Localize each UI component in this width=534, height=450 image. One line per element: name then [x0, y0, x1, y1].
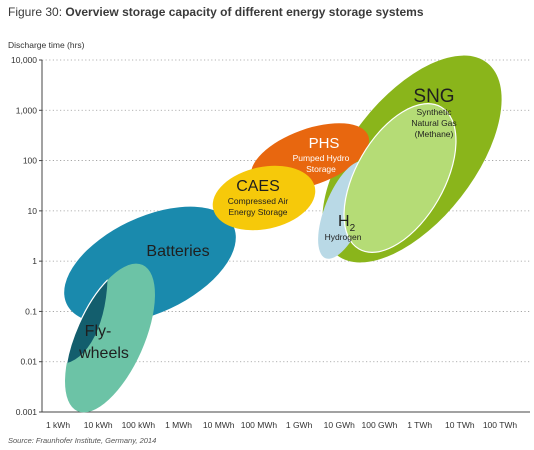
- x-tick-label: 1 TWh: [407, 420, 432, 430]
- figure-title-text: Overview storage capacity of different e…: [65, 5, 424, 19]
- x-tick-label: 10 MWh: [203, 420, 235, 430]
- label-h2-sub: 2: [350, 223, 356, 234]
- label-batteries: Batteries: [146, 243, 209, 260]
- label-caes-sub-2: Energy Storage: [228, 207, 287, 217]
- label-phs-sub-1: Pumped Hydro: [293, 153, 350, 163]
- label-phs-sub-2: Storage: [306, 164, 336, 174]
- x-tick-label: 100 TWh: [483, 420, 518, 430]
- label-caes: CAES: [236, 178, 280, 195]
- label-phs: PHS: [309, 135, 340, 152]
- region-caes: [212, 165, 316, 231]
- y-tick-label: 0.001: [16, 407, 38, 417]
- x-tick-label: 1 MWh: [165, 420, 192, 430]
- label-sng-sub-1: Synthetic: [417, 107, 453, 117]
- x-tick-label: 10 kWh: [84, 420, 113, 430]
- y-tick-label: 1,000: [16, 105, 38, 115]
- figure-label: Figure 30:: [8, 5, 63, 19]
- label-sng-sub-2: Natural Gas: [411, 118, 456, 128]
- label-h2-main: H: [338, 213, 350, 230]
- sng-inner-ellipse: [343, 103, 457, 253]
- y-tick-label: 10,000: [11, 55, 37, 65]
- flywheels-edge: [64, 263, 110, 365]
- label-caes-sub-1: Compressed Air: [228, 196, 289, 206]
- x-tick-label: 1 kWh: [46, 420, 70, 430]
- y-tick-label: 0.01: [20, 357, 37, 367]
- region-sng-inner: [343, 103, 457, 253]
- x-tick-label: 10 GWh: [324, 420, 355, 430]
- label-sng: SNG: [413, 86, 454, 107]
- y-tick-label: 0.1: [25, 306, 37, 316]
- flywheels-ellipse: [65, 263, 155, 413]
- label-hydrogen: Hydrogen: [325, 232, 362, 242]
- y-axis-label: Discharge time (hrs): [8, 40, 85, 50]
- label-flywheels-1: Fly-: [85, 323, 112, 340]
- figure-title: Figure 30: Overview storage capacity of …: [8, 5, 424, 19]
- x-tick-label: 100 MWh: [241, 420, 278, 430]
- x-tick-labels: 1 kWh 10 kWh 100 kWh 1 MWh 10 MWh 100 MWh 1 GW…: [46, 420, 517, 430]
- y-tick-label: 1: [32, 256, 37, 266]
- x-tick-label: 10 TWh: [445, 420, 475, 430]
- y-tick-label: 10: [28, 206, 38, 216]
- y-tick-label: 100: [23, 156, 37, 166]
- label-h2: H2: [338, 213, 356, 234]
- caes-ellipse: [212, 165, 316, 231]
- label-flywheels-2: wheels: [78, 345, 129, 362]
- region-flywheels: [65, 263, 155, 413]
- y-tick-labels: 10,000 1,000 100 10 1 0.1 0.01 0.001: [11, 55, 42, 417]
- x-tick-label: 100 kWh: [122, 420, 156, 430]
- x-tick-label: 100 GWh: [362, 420, 398, 430]
- label-sng-sub-3: (Methane): [415, 129, 454, 139]
- source-note: Source: Fraunhofer Institute, Germany, 2…: [8, 436, 157, 445]
- x-tick-label: 1 GWh: [286, 420, 313, 430]
